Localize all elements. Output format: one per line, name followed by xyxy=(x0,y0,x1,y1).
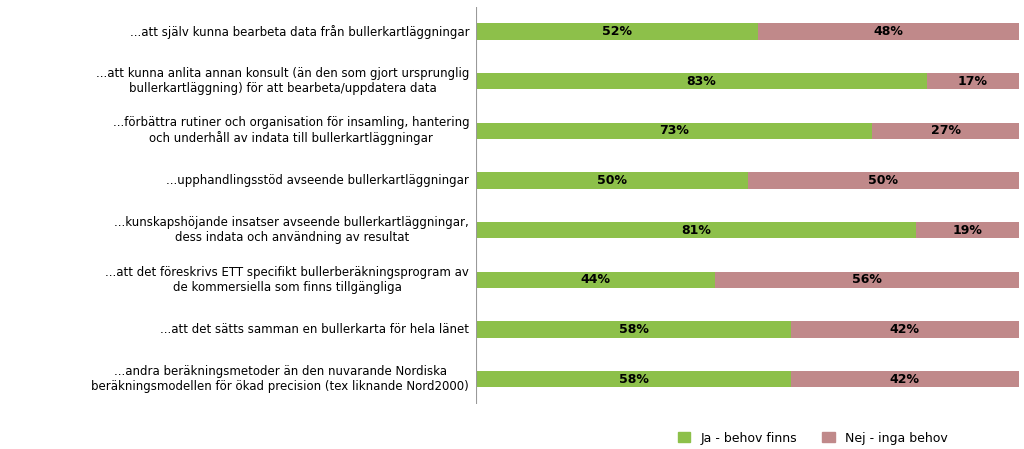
Text: 83%: 83% xyxy=(686,75,716,88)
Bar xyxy=(476,123,872,139)
Text: 48%: 48% xyxy=(873,25,903,38)
Text: 19%: 19% xyxy=(952,224,982,237)
Legend: Ja - behov finns, Nej - inga behov: Ja - behov finns, Nej - inga behov xyxy=(673,427,952,449)
Text: 50%: 50% xyxy=(868,174,898,187)
Bar xyxy=(476,371,791,387)
Bar xyxy=(915,222,1019,238)
Text: 17%: 17% xyxy=(957,75,988,88)
Bar xyxy=(791,371,1019,387)
Text: 42%: 42% xyxy=(890,323,920,336)
Bar xyxy=(476,172,748,189)
Text: 81%: 81% xyxy=(681,224,711,237)
Text: 58%: 58% xyxy=(618,323,648,336)
Bar xyxy=(715,272,1019,288)
Bar xyxy=(476,272,715,288)
Bar xyxy=(476,321,791,338)
Text: 50%: 50% xyxy=(597,174,627,187)
Bar xyxy=(748,172,1019,189)
Bar xyxy=(872,123,1019,139)
Bar xyxy=(927,73,1019,89)
Text: 52%: 52% xyxy=(602,25,632,38)
Text: 27%: 27% xyxy=(931,124,961,137)
Text: 58%: 58% xyxy=(618,373,648,386)
Bar xyxy=(476,222,915,238)
Text: 73%: 73% xyxy=(659,124,689,137)
Bar xyxy=(791,321,1019,338)
Text: 44%: 44% xyxy=(581,273,610,286)
Bar xyxy=(476,23,759,40)
Bar xyxy=(759,23,1019,40)
Text: 56%: 56% xyxy=(852,273,882,286)
Text: 42%: 42% xyxy=(890,373,920,386)
Bar xyxy=(476,73,927,89)
